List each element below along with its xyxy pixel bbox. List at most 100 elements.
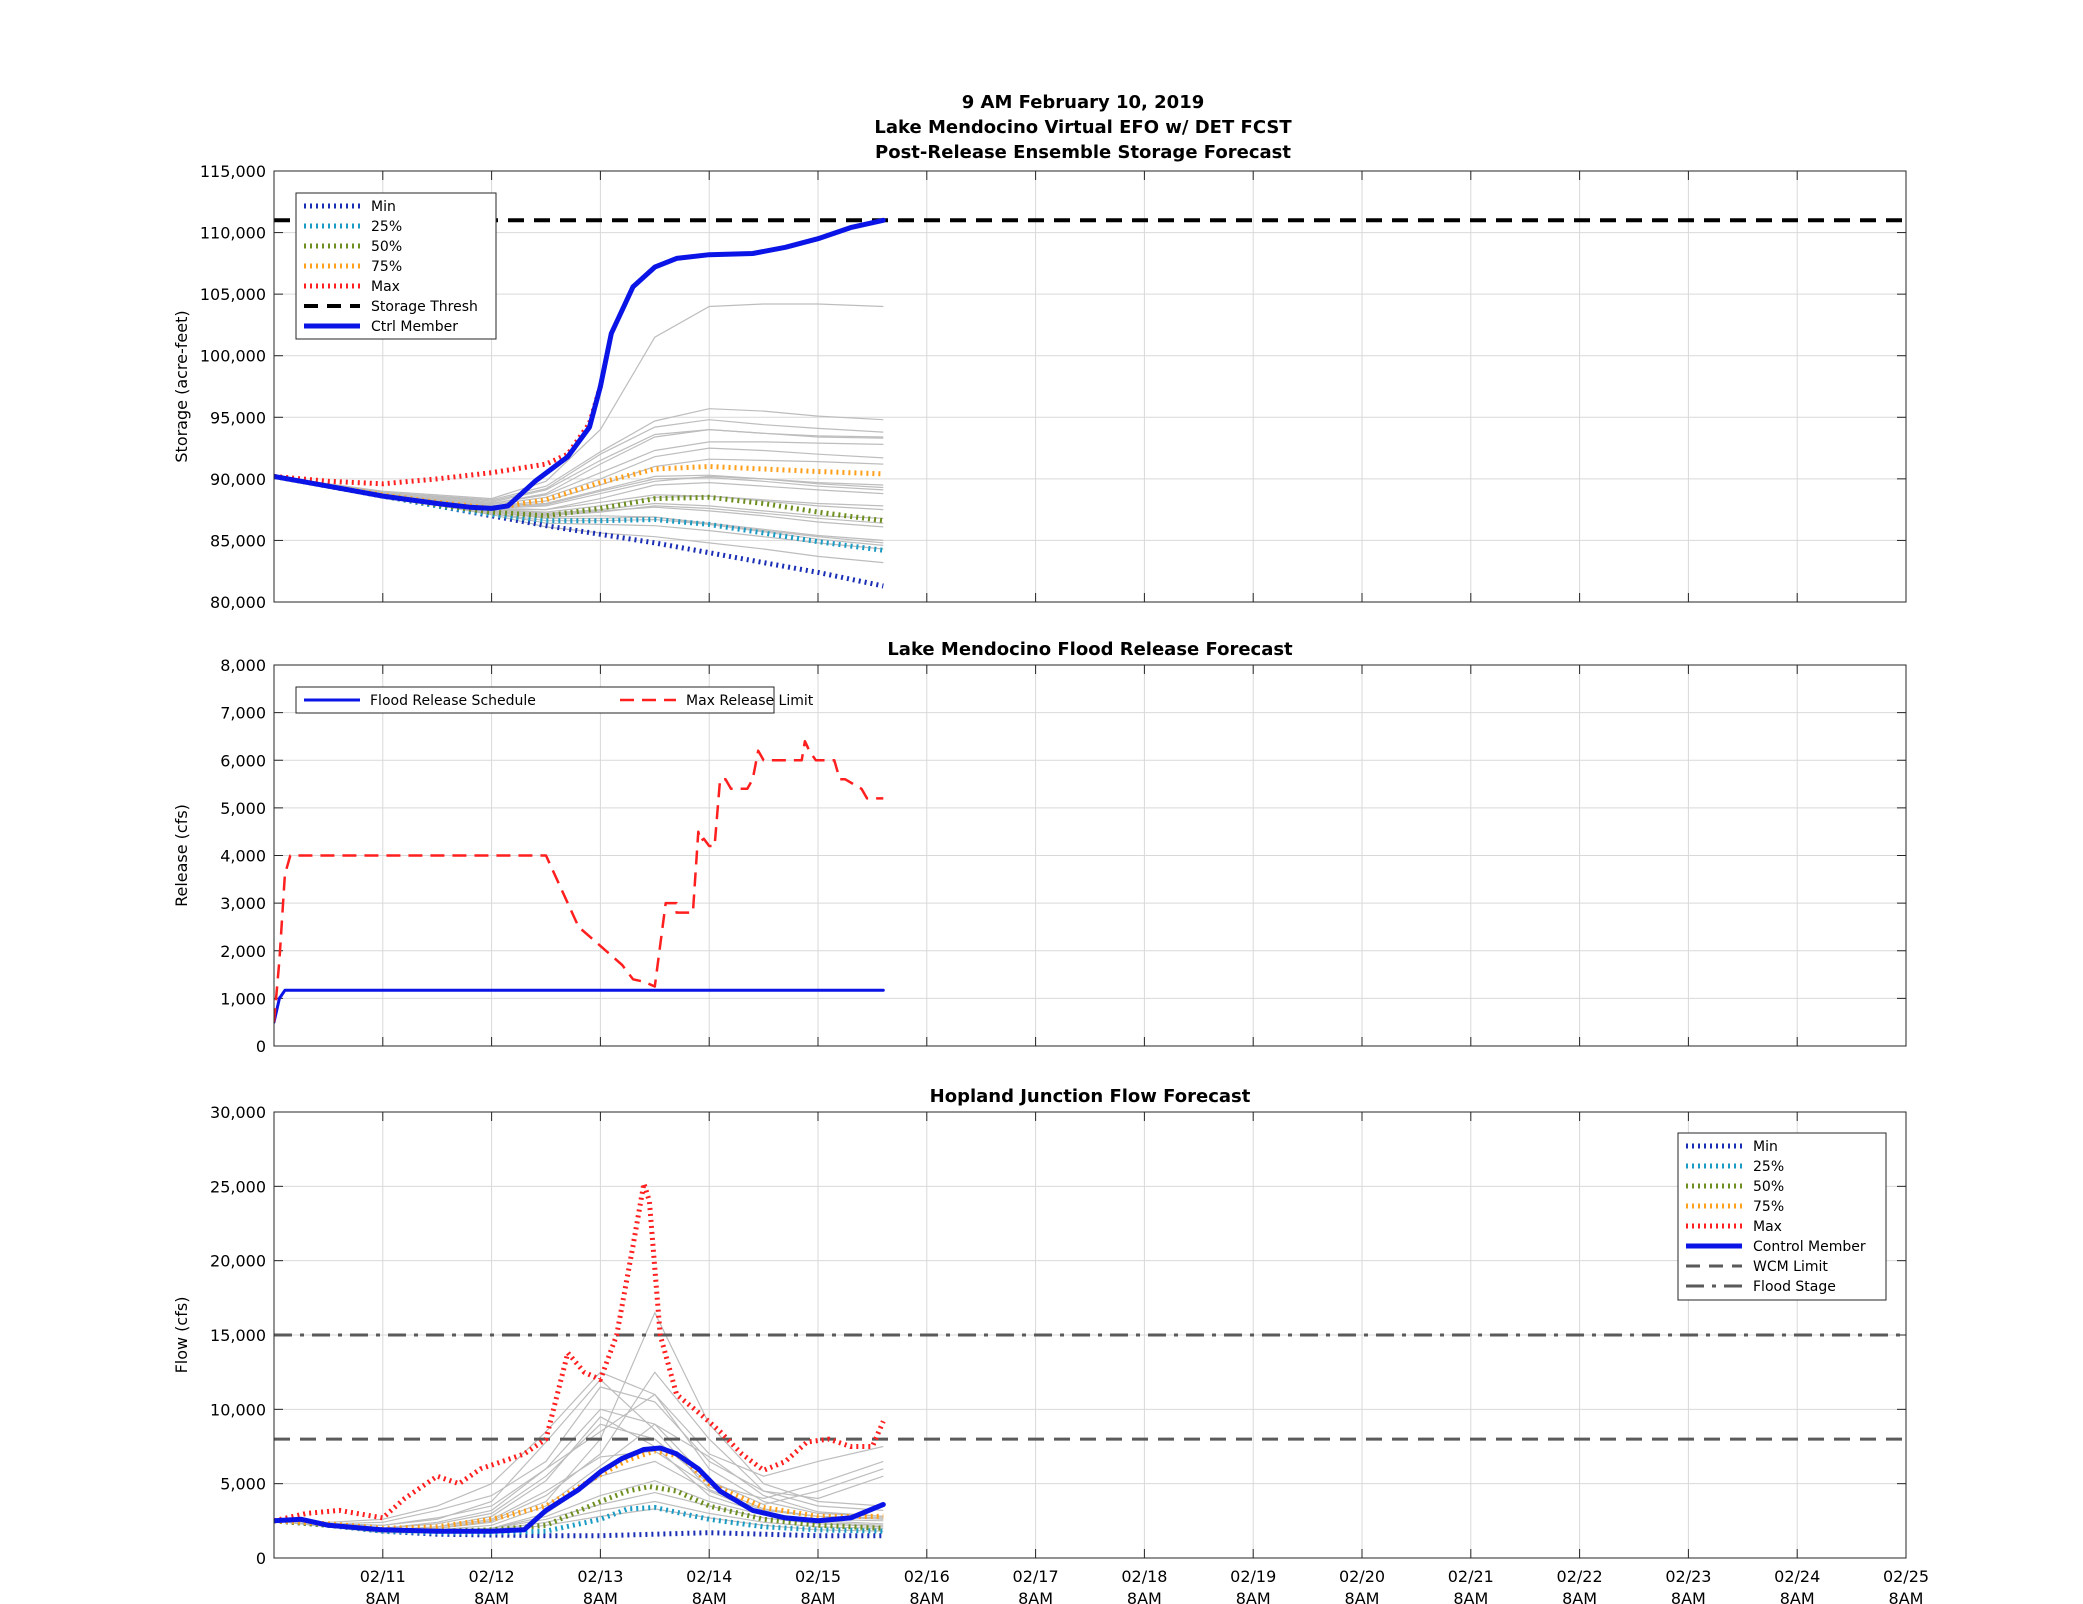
x-tick-label-time: 8AM	[1453, 1589, 1488, 1604]
y-tick-label: 2,000	[220, 942, 266, 961]
x-tick-label-time: 8AM	[801, 1589, 836, 1604]
plot-area	[274, 171, 1906, 602]
x-axis-tick-labels: 02/11 8AM 02/12 8AM 02/13 8AM 02/14 8AM 02/15 8AM…	[360, 1567, 1929, 1604]
legend: Flood Release Schedule Max Release Limit	[295, 686, 814, 714]
legend-label: Control Member	[1753, 1239, 1866, 1255]
legend-label: Flood Release Schedule	[370, 693, 536, 709]
storage-chart: Storage (acre-feet) 80,000 85,000 90,000 95,…	[172, 162, 1907, 612]
legend-label: 75%	[1753, 1199, 1784, 1215]
legend-label: 50%	[371, 239, 402, 255]
ensemble-member-line	[274, 419, 884, 502]
x-tick-label-date: 02/11	[360, 1567, 406, 1586]
axes-frame	[273, 664, 1907, 1047]
x-tick-label-time: 8AM	[365, 1589, 400, 1604]
y-tick-label: 5,000	[220, 1475, 266, 1494]
legend-box	[295, 686, 775, 714]
legend: Min 25% 50% 75% Max Control Member WCM Limit Fl…	[1677, 1132, 1887, 1301]
y-tick-label: 4,000	[220, 847, 266, 866]
x-tick-label-date: 02/14	[686, 1567, 732, 1586]
figure-title-line-3: Post-Release Ensemble Storage Forecast	[875, 142, 1291, 163]
legend-label: 25%	[371, 219, 402, 235]
release-chart: Lake Mendocino Flood Release Forecast Rel…	[172, 639, 1907, 1056]
y-tick-label: 25,000	[210, 1177, 266, 1196]
y-tick-label: 15,000	[210, 1326, 266, 1345]
plot-marks	[274, 739, 885, 1024]
plot-marks	[274, 1180, 1906, 1539]
x-tick-label-date: 02/17	[1013, 1567, 1059, 1586]
series-ctrl-line	[274, 217, 886, 511]
x-tick-label-time: 8AM	[1671, 1589, 1706, 1604]
x-tick-label-date: 02/16	[904, 1567, 950, 1586]
x-tick-label-time: 8AM	[474, 1589, 509, 1604]
x-tick-label-date: 02/19	[1230, 1567, 1276, 1586]
x-tick-label-time: 8AM	[692, 1589, 727, 1604]
y-tick-label: 5,000	[220, 799, 266, 818]
y-tick-label: 10,000	[210, 1400, 266, 1419]
legend-label: Max	[1753, 1219, 1782, 1235]
y-tick-label: 110,000	[200, 224, 266, 243]
ensemble-member-line	[274, 1371, 884, 1523]
y-tick-label: 115,000	[200, 162, 266, 181]
x-tick-label-time: 8AM	[583, 1589, 618, 1604]
y-axis-label: Release (cfs)	[172, 804, 191, 907]
x-tick-label-date: 02/13	[577, 1567, 623, 1586]
legend-label: Ctrl Member	[371, 319, 458, 335]
series-max-line	[274, 385, 603, 487]
legend-label: Flood Stage	[1753, 1279, 1836, 1295]
figure-title-line-2: Lake Mendocino Virtual EFO w/ DET FCST	[874, 117, 1292, 138]
y-tick-label: 0	[256, 1549, 266, 1568]
y-axis-label: Storage (acre-feet)	[172, 310, 191, 462]
series-min-line	[274, 1518, 884, 1539]
y-tick-label: 85,000	[210, 531, 266, 550]
ensemble-member-line	[274, 1393, 884, 1526]
x-tick-label-time: 8AM	[1345, 1589, 1380, 1604]
ensemble-member-line	[274, 428, 884, 505]
y-tick-label: 30,000	[210, 1103, 266, 1122]
ensemble-member-line	[274, 474, 884, 507]
legend-label: 25%	[1753, 1159, 1784, 1175]
y-tick-label: 95,000	[210, 408, 266, 427]
figure-title-line-1: 9 AM February 10, 2019	[962, 92, 1205, 113]
y-tick-label: 7,000	[220, 704, 266, 723]
series-ctrl-line	[274, 1445, 886, 1534]
series-release-line	[274, 988, 885, 1024]
x-tick-label-time: 8AM	[1562, 1589, 1597, 1604]
x-tick-label-date: 02/18	[1121, 1567, 1167, 1586]
y-tick-label: 90,000	[210, 470, 266, 489]
legend-label: Min	[371, 199, 396, 215]
flow-chart: Hopland Junction Flow Forecast Flow (cfs)…	[172, 1086, 1907, 1568]
y-tick-label: 6,000	[220, 751, 266, 770]
legend-label: 75%	[371, 259, 402, 275]
chart-title: Hopland Junction Flow Forecast	[930, 1086, 1251, 1107]
legend-label: Storage Thresh	[371, 299, 478, 315]
chart-title: Lake Mendocino Flood Release Forecast	[887, 639, 1293, 660]
x-tick-label-time: 8AM	[1127, 1589, 1162, 1604]
series-p50-line	[274, 1484, 884, 1534]
x-tick-label-date: 02/22	[1557, 1567, 1603, 1586]
x-tick-label-date: 02/23	[1665, 1567, 1711, 1586]
x-tick-label-date: 02/15	[795, 1567, 841, 1586]
x-tick-label-date: 02/24	[1774, 1567, 1820, 1586]
y-tick-label: 1,000	[220, 989, 266, 1008]
x-tick-label-time: 8AM	[1236, 1589, 1271, 1604]
y-axis-label: Flow (cfs)	[172, 1297, 191, 1374]
legend: Min 25% 50% 75% Max Storage Thresh Ctrl Member	[295, 192, 497, 340]
x-tick-label-date: 02/20	[1339, 1567, 1385, 1586]
x-tick-label-time: 8AM	[1780, 1589, 1815, 1604]
x-tick-label-date: 02/12	[469, 1567, 515, 1586]
legend-box	[1677, 1132, 1887, 1301]
legend-label: WCM Limit	[1753, 1259, 1828, 1275]
legend-label: Min	[1753, 1139, 1778, 1155]
axes-frame	[273, 1111, 1907, 1559]
legend-label: 50%	[1753, 1179, 1784, 1195]
y-tick-label: 3,000	[220, 894, 266, 913]
legend-label: Max Release Limit	[686, 693, 814, 709]
y-tick-label: 105,000	[200, 285, 266, 304]
ensemble-member-line	[274, 1386, 884, 1525]
y-tick-label: 100,000	[200, 347, 266, 366]
x-tick-label-time: 8AM	[1018, 1589, 1053, 1604]
ensemble-member-line	[274, 303, 884, 500]
x-tick-label-date: 02/21	[1448, 1567, 1494, 1586]
x-tick-label-date: 02/25	[1883, 1567, 1929, 1586]
